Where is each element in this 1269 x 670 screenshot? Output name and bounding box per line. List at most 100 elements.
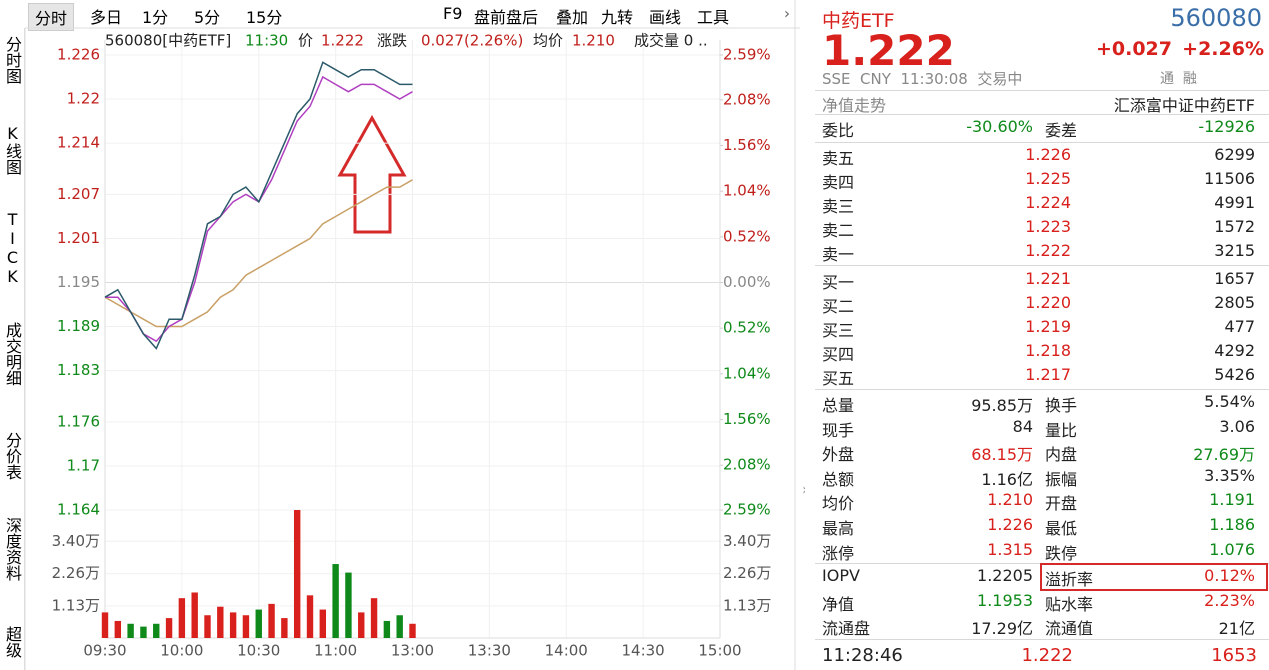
volume-bar [383, 620, 391, 638]
separator [815, 265, 1269, 266]
quote-cell: 跌停 [1045, 543, 1078, 563]
y2-tick-label: 1.56% [723, 410, 771, 428]
y-tick-label: 1.195 [57, 273, 100, 291]
quote-cell: 1.218 [1025, 341, 1071, 360]
quote-cell: 1653 [1211, 645, 1257, 666]
volume-bar [140, 626, 147, 638]
y2-tick-label: 0.52% [723, 227, 771, 245]
volume-bar [293, 510, 301, 638]
quote-cell: 21亿 [1218, 619, 1255, 639]
quote-cell: 流通盘 [822, 619, 871, 639]
quote-cell: 27.69万 [1193, 445, 1255, 465]
quote-cell: 买五 [822, 369, 855, 388]
tab[interactable]: 多日 [90, 8, 123, 27]
tool[interactable]: 盘前盘后 [474, 8, 539, 27]
volume-bar [332, 564, 339, 638]
tool[interactable]: 叠加 [556, 8, 589, 27]
y-tick-label: 1.176 [57, 412, 100, 430]
chart-info: 0.027(2.26%) [421, 32, 523, 50]
quote-cell: 1.222 [822, 26, 955, 75]
volume-bar [281, 618, 288, 638]
tab[interactable]: 1分 [142, 8, 169, 27]
side-tab[interactable]: 深度资料 [3, 517, 22, 581]
y2-tick-label: 2.59% [723, 46, 771, 64]
side-tab[interactable]: 分时图 [3, 36, 22, 84]
quote-cell: 涨停 [822, 543, 855, 563]
quote-cell: 3.35% [1204, 465, 1255, 485]
quote-cell: 最低 [1045, 519, 1078, 538]
quote-cell: 买二 [822, 297, 855, 316]
side-tab[interactable]: K线图 [3, 124, 22, 175]
collapse[interactable]: » [802, 481, 805, 499]
side-tab[interactable]: TICK [3, 210, 22, 286]
quote-cell: 换手 [1045, 396, 1078, 415]
quote-cell: 95.85万 [971, 396, 1033, 415]
chart-info: 1.222 [321, 32, 364, 50]
x-tick-label: 13:30 [468, 642, 511, 660]
tool[interactable]: 画线 [649, 8, 682, 27]
quote-cell: 流通值 [1045, 619, 1094, 639]
quote-cell: 1.16亿 [981, 469, 1033, 489]
quote-cell: 内盘 [1045, 445, 1078, 465]
quote-cell: 1.191 [1209, 490, 1255, 510]
quote-cell: +0.027 [1095, 38, 1172, 60]
quote-cell: 均价 [822, 494, 855, 514]
y-tick-label: 1.17 [67, 456, 100, 474]
side-tab[interactable]: 成交明细 [3, 322, 22, 386]
tab[interactable]: 分时 [28, 3, 75, 31]
tool[interactable]: 工具 [697, 8, 730, 27]
y-tick-label: 1.207 [57, 185, 100, 203]
y2-tick-label: 1.56% [723, 136, 771, 154]
quote-cell: 买三 [822, 321, 855, 340]
quote-cell: 总量 [822, 396, 855, 415]
chart-info: 560080[中药ETF] [105, 32, 231, 50]
quote-cell: 5426 [1214, 365, 1255, 384]
volume-bar [101, 612, 109, 638]
quote-cell: 560080 [1170, 4, 1262, 32]
x-tick-label: 10:00 [160, 642, 203, 660]
quote-cell: 6299 [1214, 145, 1255, 164]
volume-tick-label: 2.26万 [52, 564, 100, 582]
quote-cell: 买四 [822, 345, 855, 364]
separator [815, 90, 1269, 91]
quote-cell: 2805 [1214, 293, 1255, 312]
side-tab[interactable]: 超级 [3, 626, 22, 658]
toolbar: 分时 多日 1分 5分 15分 F9 盘前盘后 叠加 九转 画线 工具 [0, 0, 800, 31]
quote-cell: 卖一 [822, 245, 855, 264]
volume-bar [204, 615, 211, 638]
volume-bar [229, 612, 237, 638]
quote-cell: 溢折率 [1045, 570, 1094, 589]
separator [815, 389, 1269, 390]
volume-bar [114, 620, 122, 638]
chart-info: 成交量 0 .. [634, 32, 708, 50]
tool[interactable]: F9 [443, 4, 463, 23]
chart-info: 涨跌 [377, 32, 407, 50]
tool[interactable]: 九转 [601, 8, 634, 27]
x-tick-label: 14:00 [545, 642, 588, 660]
quote-cell: 最高 [822, 519, 855, 538]
quote-cell: 1572 [1214, 217, 1255, 236]
quote-cell: 卖二 [822, 221, 855, 240]
side-tab[interactable]: 分价表 [3, 432, 22, 480]
quote-cell: 0.12% [1204, 566, 1255, 585]
quote-cell: 1.226 [987, 515, 1033, 534]
quote-cell: 1.076 [1209, 539, 1255, 559]
y2-tick-label: 0.52% [723, 319, 771, 337]
quote-cell: 17.29亿 [971, 619, 1033, 639]
volume-bar [153, 623, 160, 638]
quote-cell: 1.186 [1209, 515, 1255, 534]
quote-cell: 买一 [822, 273, 855, 292]
quote-cell: 1.217 [1025, 365, 1071, 384]
quote-cell: 2.23% [1204, 590, 1255, 610]
quote-cell: 1.226 [1025, 145, 1071, 164]
quote-cell: 11506 [1204, 169, 1255, 188]
quote-cell: 1.1953 [977, 590, 1033, 610]
chevron: › [784, 5, 790, 23]
y-tick-label: 1.183 [57, 361, 100, 379]
tab[interactable]: 5分 [194, 8, 221, 27]
tab[interactable]: 15分 [246, 8, 283, 27]
quote-cell: 1.225 [1025, 169, 1071, 188]
chart-info: 11:30 [245, 32, 288, 50]
quote-cell: 1.219 [1025, 317, 1071, 336]
